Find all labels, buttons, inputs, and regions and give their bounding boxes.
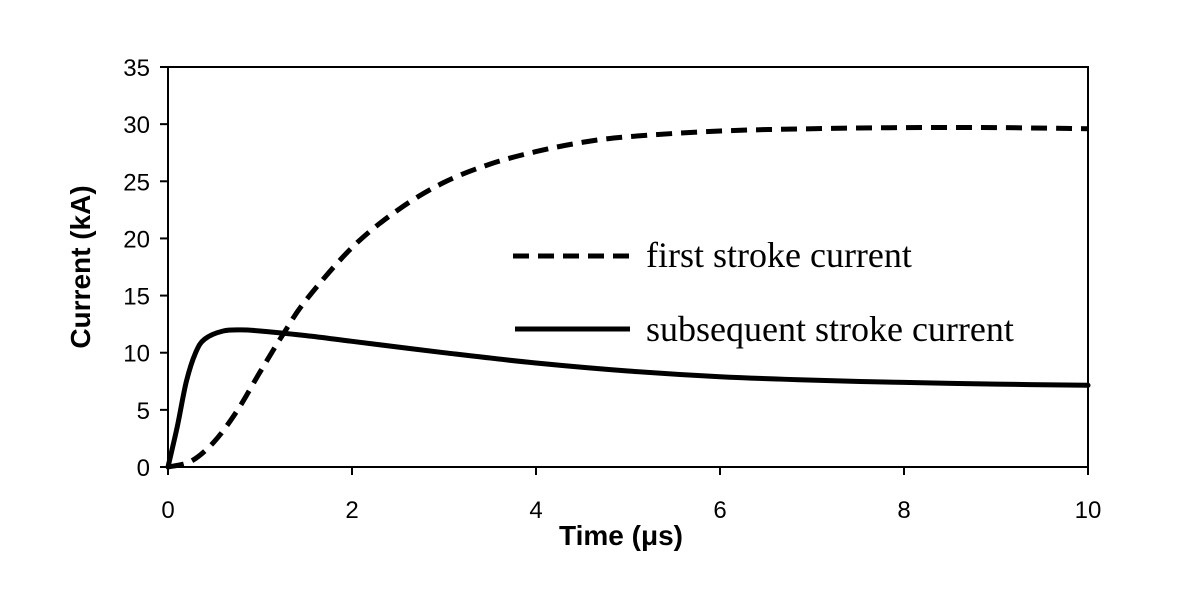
- x-axis-title: Time (μs): [559, 520, 683, 551]
- x-tick-label: 10: [1075, 497, 1102, 524]
- legend-label-first-stroke: first stroke current: [646, 235, 912, 275]
- x-tick-label: 8: [897, 497, 910, 524]
- x-tick-label: 4: [529, 497, 542, 524]
- y-tick-label: 0: [137, 455, 150, 482]
- x-tick-label: 0: [161, 497, 174, 524]
- y-tick-label: 35: [123, 55, 150, 82]
- y-tick-label: 20: [123, 226, 150, 253]
- x-tick-label: 6: [713, 497, 726, 524]
- x-tick-label: 2: [345, 497, 358, 524]
- series-line-first-stroke: [167, 124, 1089, 470]
- y-tick-label: 30: [123, 112, 150, 139]
- y-tick-label: 25: [123, 169, 150, 196]
- plot-frame: [167, 66, 1089, 468]
- y-tick-label: 10: [123, 341, 150, 368]
- legend: first stroke current subsequent stroke c…: [513, 235, 1014, 349]
- series-layer: [165, 124, 1091, 470]
- y-tick-label: 15: [123, 284, 150, 311]
- series-line-subsequent-stroke: [165, 327, 1091, 470]
- axis-ticks: 0 2 4 6 8 10 0 5 10 15 20 25 30 35: [123, 55, 1101, 524]
- y-tick-label: 5: [137, 398, 150, 425]
- legend-label-subsequent-stroke: subsequent stroke current: [646, 309, 1014, 349]
- y-axis-title: Current (kA): [65, 185, 96, 348]
